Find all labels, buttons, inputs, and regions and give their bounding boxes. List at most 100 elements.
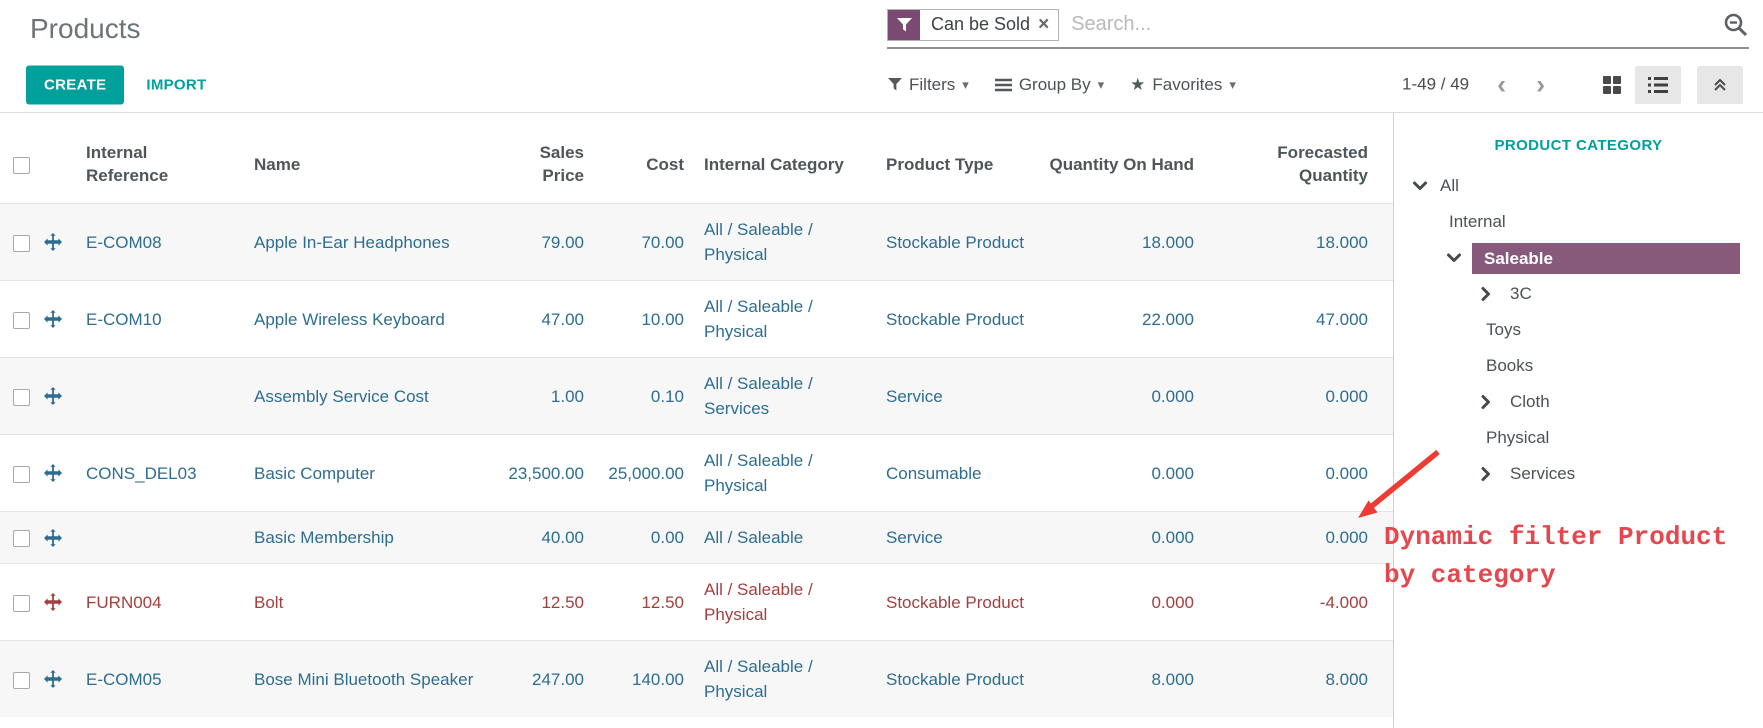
chevron-right-icon[interactable]: [1476, 286, 1496, 302]
create-button[interactable]: CREATE: [26, 65, 125, 104]
drag-handle[interactable]: [40, 280, 76, 358]
category-item-services[interactable]: Services: [1394, 456, 1763, 492]
chevron-right-icon[interactable]: [1476, 394, 1496, 410]
col-quantity-on-hand[interactable]: Quantity On Hand: [1049, 154, 1195, 174]
cell-ref: E-COM10: [76, 280, 244, 358]
import-button[interactable]: IMPORT: [146, 76, 207, 93]
table-row[interactable]: CONS_DEL03 Basic Computer 23,500.00 25,0…: [0, 434, 1393, 512]
row-checkbox[interactable]: [13, 671, 30, 689]
cell-category: All / Saleable / Physical: [694, 563, 876, 641]
table-row[interactable]: E-COM10 Apple Wireless Keyboard 47.00 10…: [0, 280, 1393, 358]
col-product-type[interactable]: Product Type: [886, 154, 994, 174]
chevron-double-up-icon: [1714, 78, 1726, 91]
table-row[interactable]: FURN004 Bolt 12.50 12.50 All / Saleable …: [0, 563, 1393, 641]
cell-type: Stockable Product: [876, 640, 1034, 717]
cell-forecast: 0.000: [1204, 511, 1393, 564]
group-by-dropdown[interactable]: Group By ▾: [994, 74, 1105, 95]
cell-cost: 70.00: [594, 203, 694, 281]
row-checkbox[interactable]: [13, 234, 30, 252]
cell-qty: 18.000: [1034, 203, 1204, 281]
col-internal-category[interactable]: Internal Category: [704, 154, 844, 174]
favorites-dropdown[interactable]: ★ Favorites ▾: [1130, 75, 1236, 95]
collapse-panel-button[interactable]: [1697, 65, 1743, 104]
cell-price: 23,500.00: [484, 434, 594, 512]
cell-cost: 140.00: [594, 640, 694, 717]
category-item-books[interactable]: Books: [1394, 348, 1763, 384]
col-sales-price[interactable]: Sales Price: [539, 143, 584, 185]
cell-price: 79.00: [484, 203, 594, 281]
category-label: Internal: [1449, 212, 1506, 231]
pager-previous-icon[interactable]: ‹: [1497, 69, 1507, 99]
table-row[interactable]: Assembly Service Cost 1.00 0.10 All / Sa…: [0, 357, 1393, 435]
chevron-down-icon: ▾: [1097, 76, 1105, 92]
category-item-saleable[interactable]: Saleable: [1394, 240, 1763, 276]
category-item-cloth[interactable]: Cloth: [1394, 384, 1763, 420]
col-cost[interactable]: Cost: [646, 154, 684, 174]
category-item-toys[interactable]: Toys: [1394, 312, 1763, 348]
cell-cost: 0.10: [594, 357, 694, 435]
drag-handle[interactable]: [40, 357, 76, 435]
category-item-3c[interactable]: 3C: [1394, 276, 1763, 312]
drag-handle[interactable]: [40, 511, 76, 564]
drag-handle[interactable]: [40, 203, 76, 281]
cell-qty: 0.000: [1034, 357, 1204, 435]
cell-qty: 0.000: [1034, 563, 1204, 641]
table-row[interactable]: Basic Membership 40.00 0.00 All / Saleab…: [0, 511, 1393, 564]
main-content: Internal Reference Name Sales Price Cost…: [0, 113, 1763, 728]
chevron-down-icon: ▾: [1229, 76, 1236, 92]
facet-remove-icon[interactable]: ×: [1038, 13, 1050, 35]
table-row[interactable]: E-COM08 Apple In-Ear Headphones 79.00 70…: [0, 203, 1393, 281]
col-name[interactable]: Name: [254, 154, 301, 174]
col-internal-reference[interactable]: Internal Reference: [86, 143, 169, 185]
move-icon: [44, 593, 62, 611]
filters-dropdown[interactable]: Filters ▾: [888, 75, 969, 95]
select-all-checkbox[interactable]: [13, 156, 30, 174]
chevron-right-icon[interactable]: [1476, 466, 1496, 482]
pager: 1-49 / 49 ‹ ›: [1402, 71, 1545, 98]
cell-qty: 8.000: [1034, 640, 1204, 717]
search-options-icon[interactable]: [1723, 12, 1749, 38]
drag-handle[interactable]: [40, 640, 76, 717]
cell-name: Assembly Service Cost: [244, 357, 484, 435]
cell-forecast: 0.000: [1204, 357, 1393, 435]
chevron-down-icon[interactable]: [1410, 179, 1430, 193]
group-by-label: Group By: [1018, 74, 1091, 94]
move-icon: [44, 464, 62, 482]
row-checkbox[interactable]: [13, 465, 30, 483]
cell-ref: E-COM05: [76, 640, 244, 717]
row-checkbox[interactable]: [13, 530, 30, 548]
category-item-physical[interactable]: Physical: [1394, 420, 1763, 456]
search-bar[interactable]: Can be Sold ×: [887, 8, 1749, 49]
row-checkbox[interactable]: [13, 311, 30, 329]
kanban-view-button[interactable]: [1589, 65, 1635, 104]
cell-cost: 25,000.00: [594, 434, 694, 512]
chevron-down-icon[interactable]: [1444, 251, 1464, 265]
star-icon: ★: [1130, 74, 1146, 94]
page-title: Products: [30, 12, 141, 44]
search-input[interactable]: [1071, 13, 1715, 36]
col-forecasted-quantity[interactable]: Forecasted Quantity: [1277, 143, 1368, 185]
category-label: All: [1440, 176, 1459, 195]
list-view-button[interactable]: [1635, 65, 1681, 104]
category-label: 3C: [1510, 284, 1532, 303]
category-label-selected: Saleable: [1472, 242, 1740, 274]
pager-next-icon[interactable]: ›: [1536, 69, 1546, 99]
row-checkbox[interactable]: [13, 594, 30, 612]
row-checkbox[interactable]: [13, 388, 30, 406]
control-bar: CREATE IMPORT Filters ▾ Group By ▾ ★ Fav…: [0, 57, 1763, 113]
chevron-down-icon: ▾: [962, 76, 969, 92]
drag-handle[interactable]: [40, 563, 76, 641]
cell-category: All / Saleable / Services: [694, 357, 876, 435]
cell-type: Stockable Product: [876, 280, 1034, 358]
cell-forecast: 8.000: [1204, 640, 1393, 717]
search-facet-can-be-sold[interactable]: Can be Sold ×: [887, 8, 1060, 41]
category-item-internal[interactable]: Internal: [1394, 204, 1763, 240]
drag-handle[interactable]: [40, 434, 76, 512]
category-item-all[interactable]: All: [1394, 168, 1763, 204]
table-row[interactable]: E-COM05 Bose Mini Bluetooth Speaker 247.…: [0, 640, 1393, 717]
cell-name: Bose Mini Bluetooth Speaker: [244, 640, 484, 717]
category-label: Physical: [1486, 428, 1550, 447]
category-label: Cloth: [1510, 392, 1550, 411]
products-table: Internal Reference Name Sales Price Cost…: [0, 113, 1394, 728]
